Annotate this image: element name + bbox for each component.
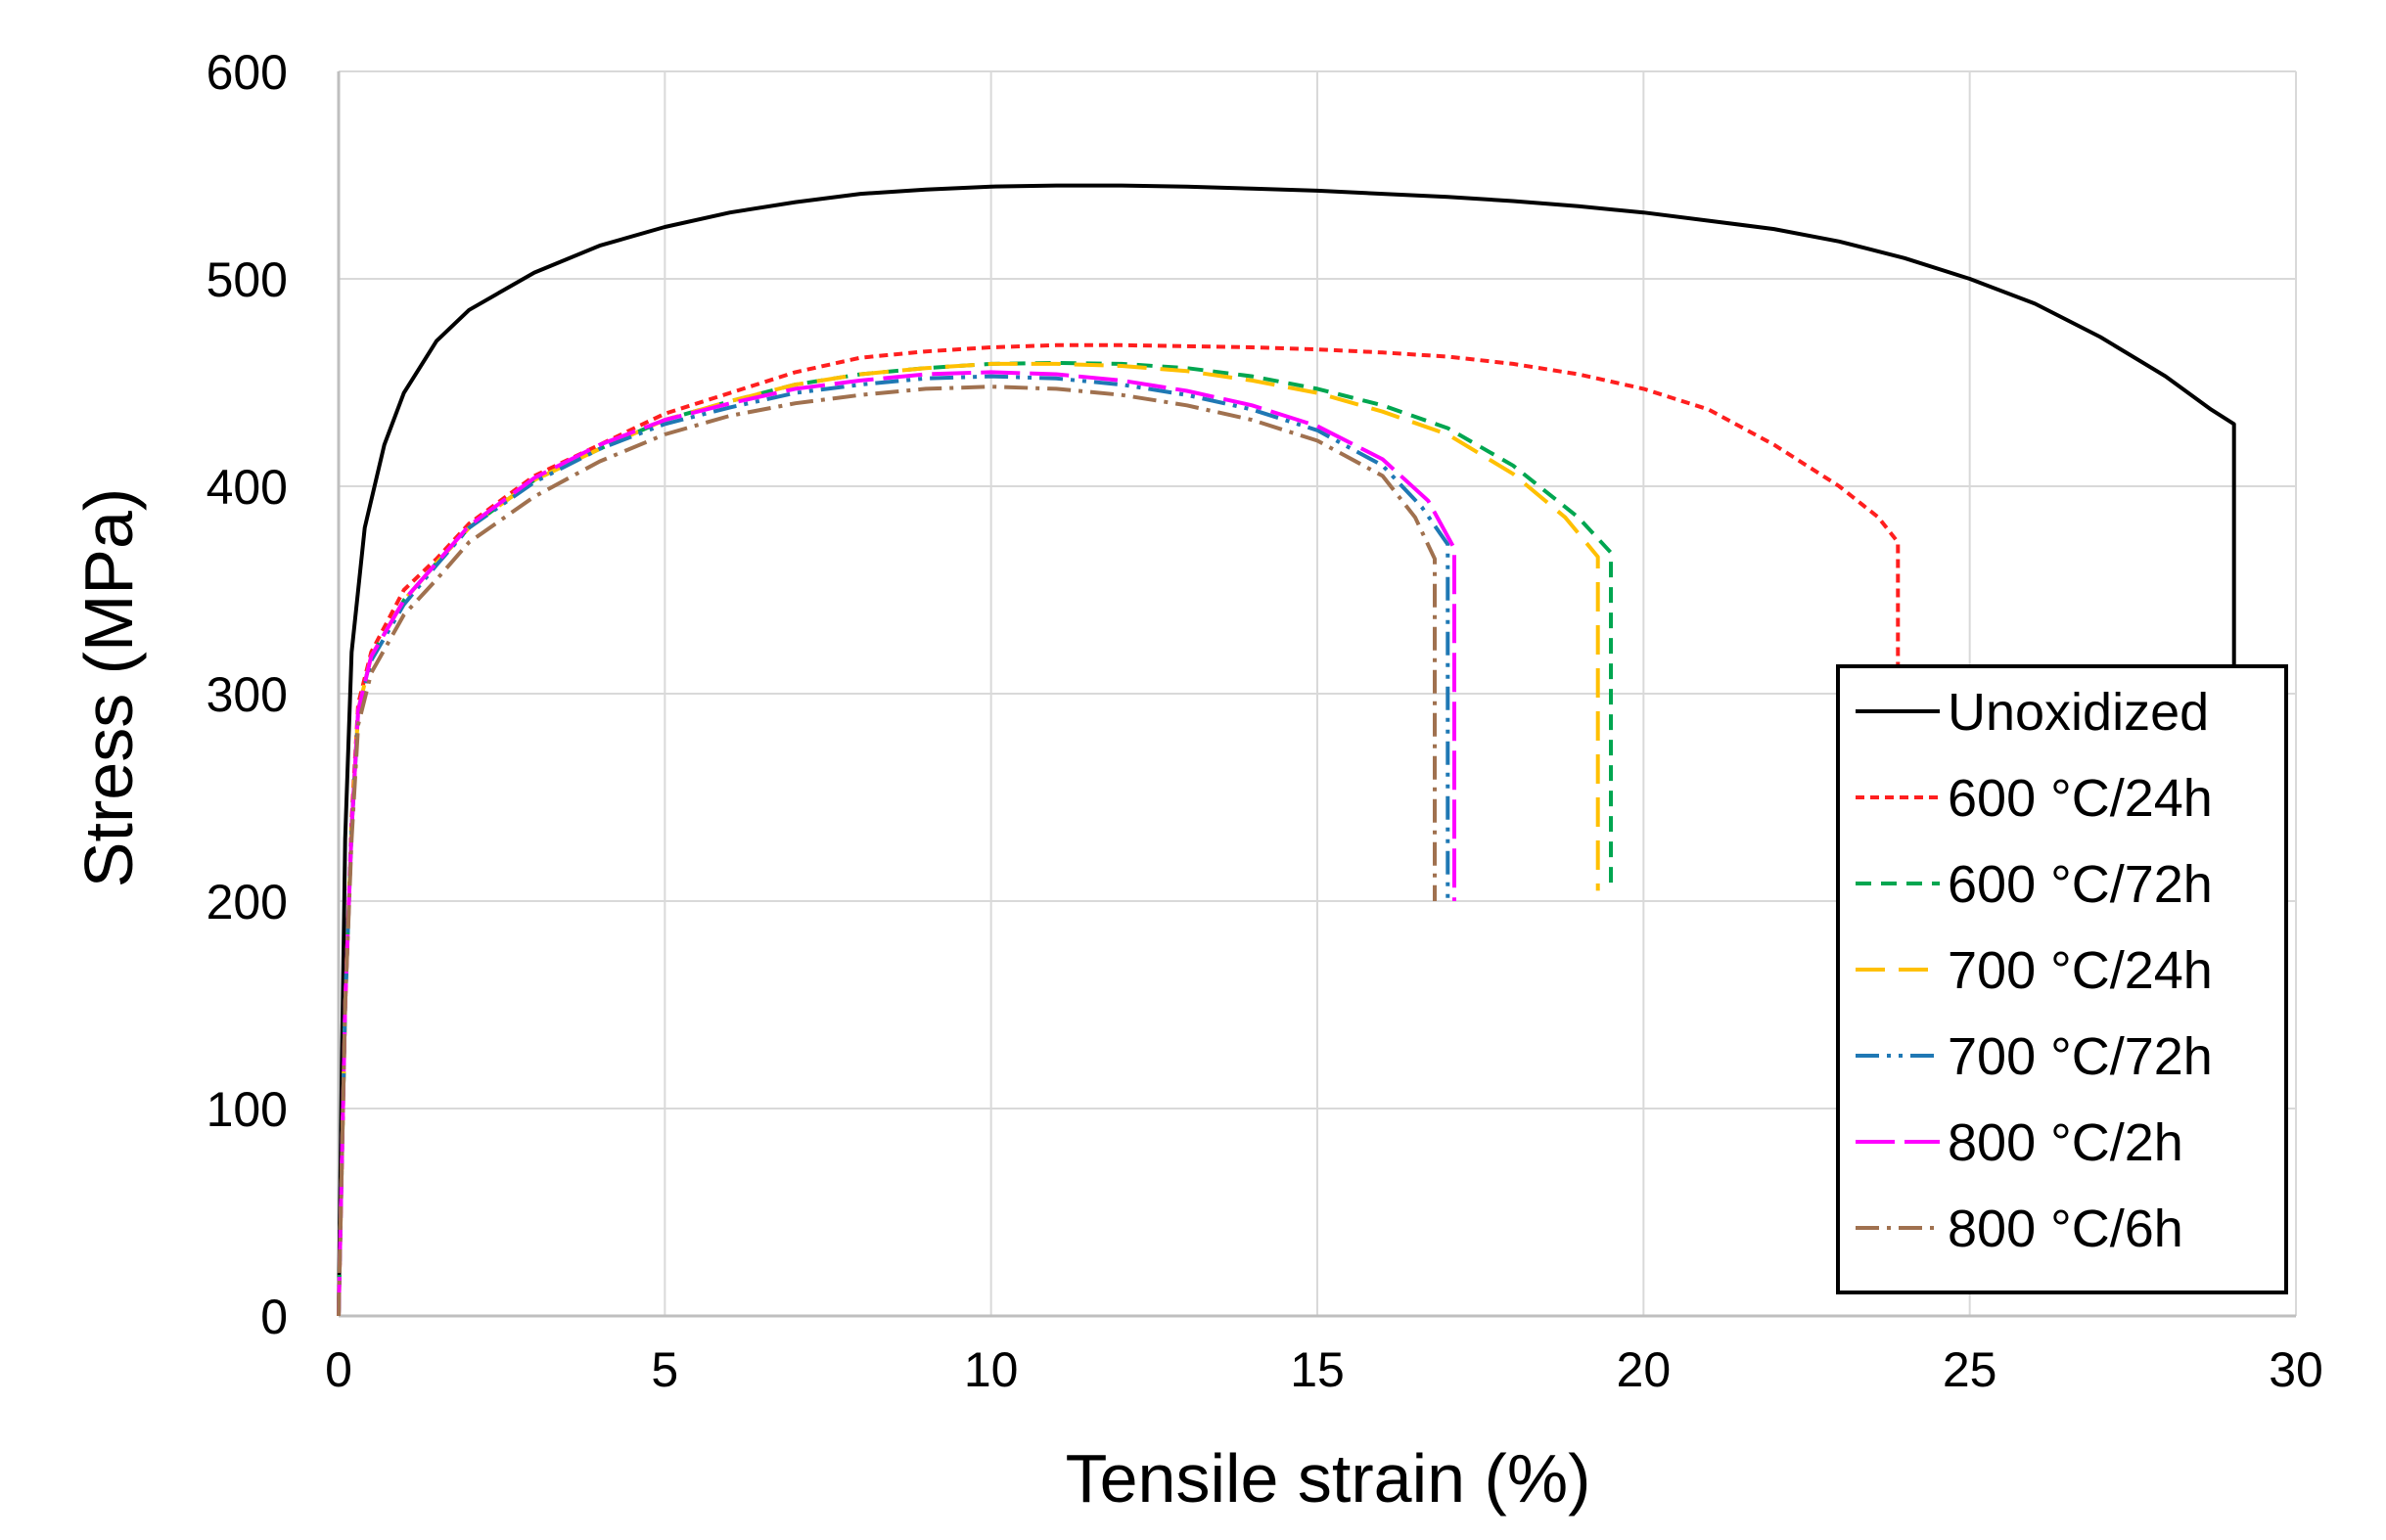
y-tick-label-1: 100 (206, 1082, 288, 1137)
data-series (337, 183, 2236, 1317)
x-tick-label-1: 5 (651, 1342, 678, 1397)
y-tick-labels: 0 100 200 300 400 500 600 (206, 45, 288, 1344)
y-tick-label-4: 400 (206, 460, 288, 515)
plot-frame (337, 71, 2296, 1318)
legend-label-800-c-6h: 800 °C/6h (1948, 1200, 2183, 1258)
legend: Unoxidized 600 °C/24h 600 °C/72h 700 °C/24h… (1836, 664, 2288, 1294)
y-axis-title: Stress (MPa) (70, 488, 147, 887)
series-line-unoxidized (337, 183, 2236, 1317)
y-tick-label-6: 600 (206, 45, 288, 100)
x-tick-labels: 0 5 10 15 20 25 30 (325, 1342, 2323, 1397)
series-line-700-c-72h (337, 374, 1450, 1317)
x-tick-label-5: 25 (1943, 1342, 1997, 1397)
legend-label-unoxidized: Unoxidized (1948, 683, 2209, 742)
series-line-800-c-6h (337, 385, 1437, 1317)
x-tick-label-4: 20 (1617, 1342, 1672, 1397)
legend-label-700-c-72h: 700 °C/72h (1948, 1027, 2213, 1086)
x-tick-label-6: 30 (2269, 1342, 2323, 1397)
legend-label-600-c-72h: 600 °C/72h (1948, 855, 2213, 914)
y-tick-label-5: 500 (206, 252, 288, 307)
y-tick-label-2: 200 (206, 875, 288, 929)
legend-label-700-c-24h: 700 °C/24h (1948, 941, 2213, 1000)
series-line-800-c-2h (337, 370, 1456, 1317)
y-tick-label-3: 300 (206, 667, 288, 722)
x-tick-label-0: 0 (325, 1342, 352, 1397)
legend-label-600-c-24h: 600 °C/24h (1948, 769, 2213, 828)
legend-label-800-c-2h: 800 °C/2h (1948, 1113, 2183, 1172)
x-axis-title: Tensile strain (%) (1066, 1440, 1591, 1517)
x-tick-label-3: 15 (1290, 1342, 1345, 1397)
series-line-700-c-24h (337, 361, 1600, 1317)
x-tick-label-2: 10 (964, 1342, 1019, 1397)
legend-frame (1836, 664, 2288, 1294)
y-tick-label-0: 0 (260, 1290, 288, 1344)
series-line-600-c-24h (337, 342, 1901, 1317)
